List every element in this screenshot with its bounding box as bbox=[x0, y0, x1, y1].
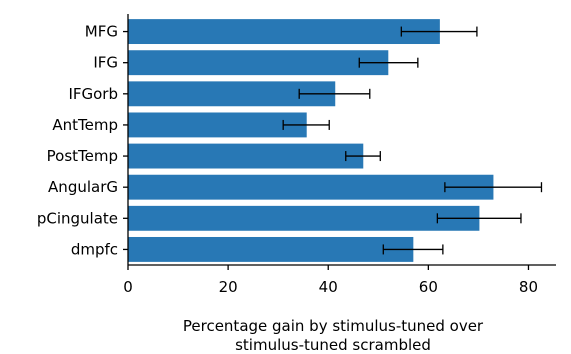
error-bar-ifgorb bbox=[298, 88, 371, 99]
x-tick-label-40: 40 bbox=[319, 278, 338, 296]
bar-pcingulate bbox=[128, 205, 480, 231]
bar-angularg bbox=[128, 174, 494, 200]
bars-group bbox=[128, 19, 494, 262]
error-bar-posttemp bbox=[345, 151, 381, 162]
bar-mfg bbox=[128, 19, 440, 45]
error-bar-ifg bbox=[358, 57, 419, 68]
y-tick-label-pcingulate: pCingulate bbox=[37, 209, 118, 227]
bar-dmpfc bbox=[128, 236, 414, 262]
error-bar-mfg bbox=[400, 26, 478, 37]
y-tick-label-ifgorb: IFGorb bbox=[68, 85, 118, 103]
y-tick-label-posttemp: PostTemp bbox=[47, 147, 118, 165]
x-tick-label-20: 20 bbox=[219, 278, 238, 296]
bar-ifg bbox=[128, 50, 389, 76]
y-tick-label-mfg: MFG bbox=[85, 23, 118, 41]
error-bar-angularg bbox=[444, 182, 543, 193]
x-axis-label-line-2: stimulus-tuned scrambled bbox=[235, 336, 431, 354]
y-tick-label-dmpfc: dmpfc bbox=[71, 240, 118, 258]
x-axis-ticks: 0 20 40 60 80 bbox=[123, 265, 538, 296]
bar-anttemp bbox=[128, 112, 307, 138]
x-tick-label-0: 0 bbox=[123, 278, 133, 296]
x-axis-label-line-1: Percentage gain by stimulus-tuned over bbox=[183, 317, 484, 335]
y-tick-label-angularg: AngularG bbox=[48, 178, 118, 196]
y-tick-label-anttemp: AntTemp bbox=[52, 116, 118, 134]
y-tick-label-ifg: IFG bbox=[93, 54, 118, 72]
y-axis-ticks: MFG IFG IFGorb AntTemp PostTemp AngularG pCing… bbox=[37, 23, 128, 258]
error-bar-anttemp bbox=[282, 119, 330, 130]
x-tick-label-60: 60 bbox=[419, 278, 438, 296]
x-tick-label-80: 80 bbox=[519, 278, 538, 296]
error-bars-group bbox=[282, 26, 543, 255]
error-bar-dmpfc bbox=[382, 244, 444, 255]
bar-posttemp bbox=[128, 143, 364, 169]
error-bar-pcingulate bbox=[436, 213, 522, 224]
